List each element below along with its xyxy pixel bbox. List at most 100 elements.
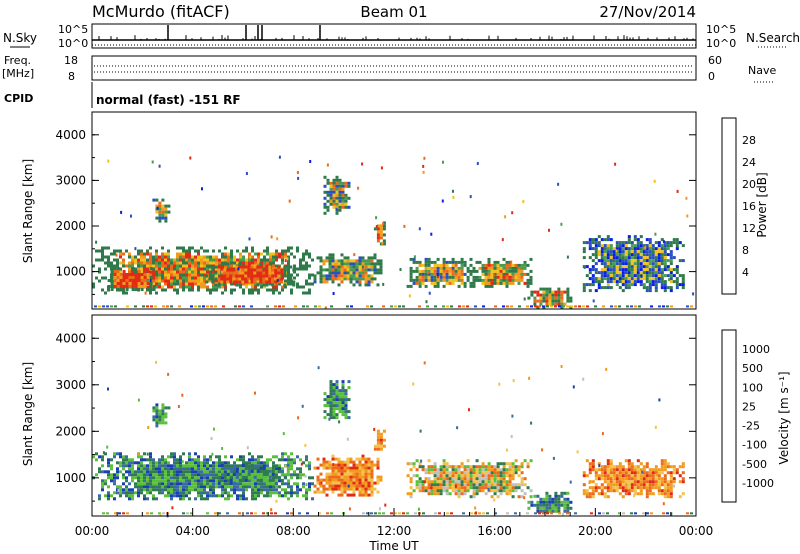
data-cell [645, 495, 649, 499]
data-cell [502, 272, 506, 276]
data-cell [238, 305, 241, 308]
data-cell [161, 258, 164, 262]
data-cell [211, 268, 215, 272]
data-cell [235, 475, 239, 479]
data-cell [226, 466, 230, 470]
data-cell [669, 256, 673, 260]
data-cell [675, 280, 679, 284]
data-cell [541, 448, 544, 452]
data-cell [418, 462, 422, 466]
data-cell [502, 257, 506, 261]
data-cell [340, 490, 344, 494]
data-cell [678, 474, 682, 478]
data-cell [463, 281, 467, 285]
data-cell [472, 269, 476, 273]
data-cell [137, 258, 140, 262]
data-cell [624, 250, 628, 254]
data-cell [376, 466, 380, 470]
data-cell [358, 460, 362, 464]
data-cell [194, 261, 197, 265]
data-cell [469, 495, 473, 499]
data-cell [293, 491, 296, 495]
data-cell [676, 189, 679, 193]
data-cell [424, 480, 428, 484]
data-cell [468, 408, 470, 412]
data-cell [430, 275, 434, 279]
data-cell [293, 458, 296, 462]
data-cell [499, 492, 503, 496]
data-cell [155, 204, 159, 208]
data-cell [164, 258, 167, 262]
data-cell [355, 466, 359, 470]
data-cell [110, 464, 113, 468]
x-tick-label: 08:00 [276, 524, 311, 538]
data-cell [475, 465, 479, 469]
data-cell [355, 280, 359, 284]
data-cell [125, 458, 128, 462]
data-cell [222, 305, 225, 308]
data-cell [200, 482, 203, 486]
data-cell [669, 489, 673, 493]
data-cell [358, 490, 362, 494]
data-cell [669, 280, 673, 284]
data-cell [373, 444, 377, 448]
data-cell [209, 473, 212, 477]
data-cell [158, 470, 161, 474]
data-cell [505, 474, 509, 478]
data-cell [298, 512, 301, 515]
data-cell [152, 273, 155, 277]
data-cell [201, 187, 203, 191]
data-cell [591, 465, 595, 469]
data-cell [323, 205, 327, 209]
data-cell [173, 464, 176, 468]
data-cell [445, 492, 449, 496]
data-cell [445, 465, 449, 469]
data-cell [560, 365, 563, 368]
data-cell [322, 280, 326, 284]
data-cell [609, 277, 613, 281]
data-cell [454, 468, 458, 472]
data-cell [290, 473, 293, 477]
data-cell [490, 263, 494, 267]
data-cell [335, 202, 339, 206]
data-cell [376, 441, 380, 445]
data-cell [645, 247, 649, 251]
data-cell [530, 503, 534, 507]
data-cell [197, 252, 200, 256]
data-cell [203, 479, 206, 483]
data-cell [654, 274, 658, 278]
data-cell [562, 305, 565, 308]
data-cell [493, 266, 497, 270]
colorbar-tick-label: 1000 [742, 343, 770, 356]
data-cell [176, 282, 179, 286]
data-cell [241, 478, 245, 482]
data-cell [256, 283, 260, 287]
data-cell [621, 265, 625, 269]
data-cell [256, 271, 260, 275]
data-cell [481, 474, 485, 478]
data-cell [548, 293, 552, 297]
data-cell [278, 464, 281, 468]
data-cell [162, 305, 165, 308]
data-cell [666, 483, 670, 487]
data-cell [158, 409, 162, 413]
data-cell [466, 266, 470, 270]
data-cell [618, 244, 622, 248]
data-cell [158, 216, 162, 220]
data-cell [214, 277, 218, 281]
data-cell [283, 283, 287, 287]
data-cell [657, 468, 661, 472]
data-cell [326, 395, 330, 399]
data-cell [210, 437, 213, 440]
data-cell [487, 272, 491, 276]
data-cell [382, 221, 386, 225]
data-cell [161, 491, 164, 495]
data-cell [229, 475, 233, 479]
data-cell [156, 206, 159, 210]
data-cell [248, 258, 251, 262]
data-cell [266, 494, 269, 498]
data-cell [508, 489, 512, 493]
data-cell [642, 471, 646, 475]
data-cell [272, 285, 275, 289]
data-cell [508, 477, 512, 481]
